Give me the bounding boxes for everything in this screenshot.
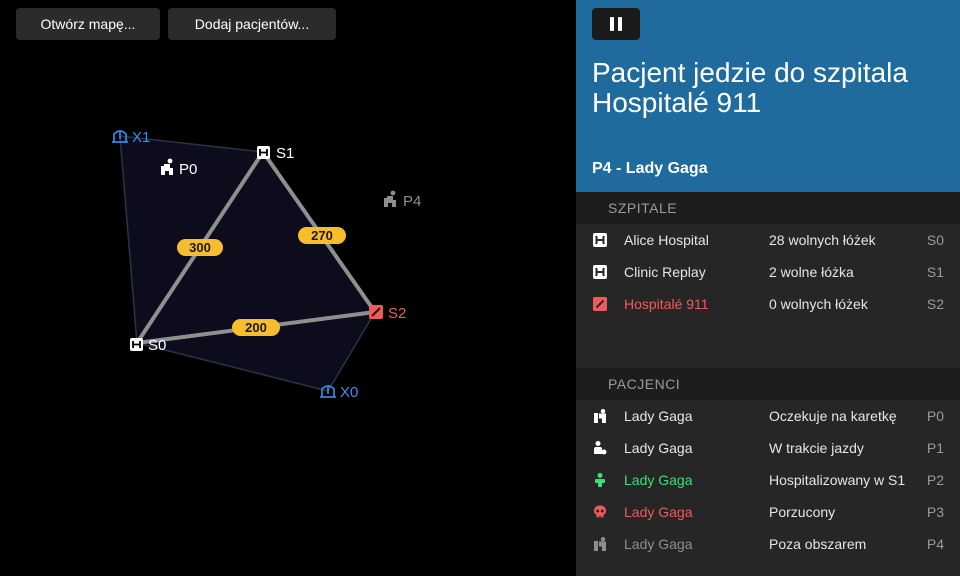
open-map-button[interactable]: Otwórz mapę... [16,8,160,40]
hospital-full-icon [369,305,383,319]
svg-text:S2: S2 [388,305,406,322]
svg-text:P0: P0 [179,161,197,178]
patient-name: Lady Gaga [624,472,693,488]
patient-status: Oczekuje na karetkę [769,408,897,424]
hospital-icon [130,338,143,351]
hospital-name: Alice Hospital [624,232,709,248]
map-node-x1[interactable]: X1 [112,129,150,146]
hospital-code: S0 [926,232,944,248]
hospital-icon [593,265,607,279]
edge-weight-s0-s2: 200 [232,319,280,336]
patient-code: P4 [926,536,944,552]
svg-text:S1: S1 [276,145,294,162]
patient-status: Poza obszarem [769,536,867,552]
pause-icon-bar [618,17,622,31]
patient-in-transit-icon [594,441,607,455]
patient-waiting-icon [384,190,396,207]
patient-row-p1[interactable]: Lady Gaga W trakcie jazdy P1 [576,432,960,464]
hospitals-list: Alice Hospital 28 wolnych łóżek S0 Clini… [576,224,960,320]
hospital-icon [593,233,607,247]
toolbar: Otwórz mapę... Dodaj pacjentów... [16,8,336,40]
hospital-code: S1 [926,264,944,280]
hospital-row-s2[interactable]: Hospitalé 911 0 wolnych łóżek S2 [576,288,960,320]
patient-status: W trakcie jazdy [769,440,864,456]
svg-text:P4: P4 [403,193,421,210]
edge-weight-s1-s2: 270 [298,227,346,244]
patient-name: Lady Gaga [624,504,693,520]
svg-text:X1: X1 [132,129,150,146]
hospital-full-icon [593,297,607,311]
patients-section-header: PACJENCI [576,368,960,400]
map-node-s1[interactable]: S1 [257,145,294,162]
map-node-x0[interactable]: X0 [320,384,358,401]
patient-row-p3[interactable]: Lady Gaga Porzucony P3 [576,496,960,528]
details-panel: Pacjent jedzie do szpitala Hospitalé 911… [576,0,960,576]
patient-hospitalized-icon [595,473,605,487]
svg-text:X0: X0 [340,384,358,401]
patient-status: Porzucony [769,504,836,520]
patient-out-of-area-icon [594,537,606,551]
edge-weight-s0-s1: 300 [177,239,223,256]
panel-header: Pacjent jedzie do szpitala Hospitalé 911… [576,0,960,192]
map-node-p4[interactable]: P4 [384,190,421,210]
patient-status: Hospitalizowany w S1 [769,472,906,488]
patient-name: Lady Gaga [624,408,693,424]
hospital-beds: 2 wolne łóżka [769,264,854,280]
patient-code: P1 [926,440,944,456]
patient-code: P0 [926,408,944,424]
skull-icon [594,505,606,518]
hospital-beds: 0 wolnych łóżek [769,296,868,312]
hospital-row-s1[interactable]: Clinic Replay 2 wolne łóżka S1 [576,256,960,288]
patient-row-p0[interactable]: Lady Gaga Oczekuje na karetkę P0 [576,400,960,432]
patient-row-p4[interactable]: Lady Gaga Poza obszarem P4 [576,528,960,560]
map-canvas[interactable]: 300 270 200 X1 X0 S1 [0,0,576,576]
hospital-code: S2 [926,296,944,312]
patient-code: P2 [926,472,944,488]
patient-name: Lady Gaga [624,440,693,456]
map-node-s0[interactable]: S0 [130,337,166,354]
pause-icon-bar [610,17,614,31]
patient-name: Lady Gaga [624,536,693,552]
patients-list: Lady Gaga Oczekuje na karetkę P0 Lady Ga… [576,400,960,560]
hospital-name: Hospitalé 911 [624,296,709,312]
map-node-p0[interactable]: P0 [161,158,197,178]
ambulance-station-icon [112,130,128,143]
hospital-row-s0[interactable]: Alice Hospital 28 wolnych łóżek S0 [576,224,960,256]
list-spacer [576,320,960,368]
patient-row-p2[interactable]: Lady Gaga Hospitalizowany w S1 P2 [576,464,960,496]
hospital-beds: 28 wolnych łóżek [769,232,876,248]
patient-waiting-icon [594,409,606,423]
pause-button[interactable] [592,8,640,40]
patient-waiting-icon [161,158,173,175]
svg-text:300: 300 [189,240,211,255]
patient-code: P3 [926,504,944,520]
svg-text:S0: S0 [148,337,166,354]
map-node-s2[interactable]: S2 [369,305,406,322]
hospital-name: Clinic Replay [624,264,706,280]
svg-text:200: 200 [245,320,267,335]
ambulance-station-icon [320,385,336,398]
hospitals-section-header: SZPITALE [576,192,960,224]
coverage-area [119,135,376,392]
add-patients-button[interactable]: Dodaj pacjentów... [168,8,336,40]
svg-text:270: 270 [311,228,333,243]
panel-title: Pacjent jedzie do szpitala Hospitalé 911 [592,57,908,118]
hospital-icon [257,146,270,159]
panel-subtitle: P4 - Lady Gaga [592,160,708,177]
